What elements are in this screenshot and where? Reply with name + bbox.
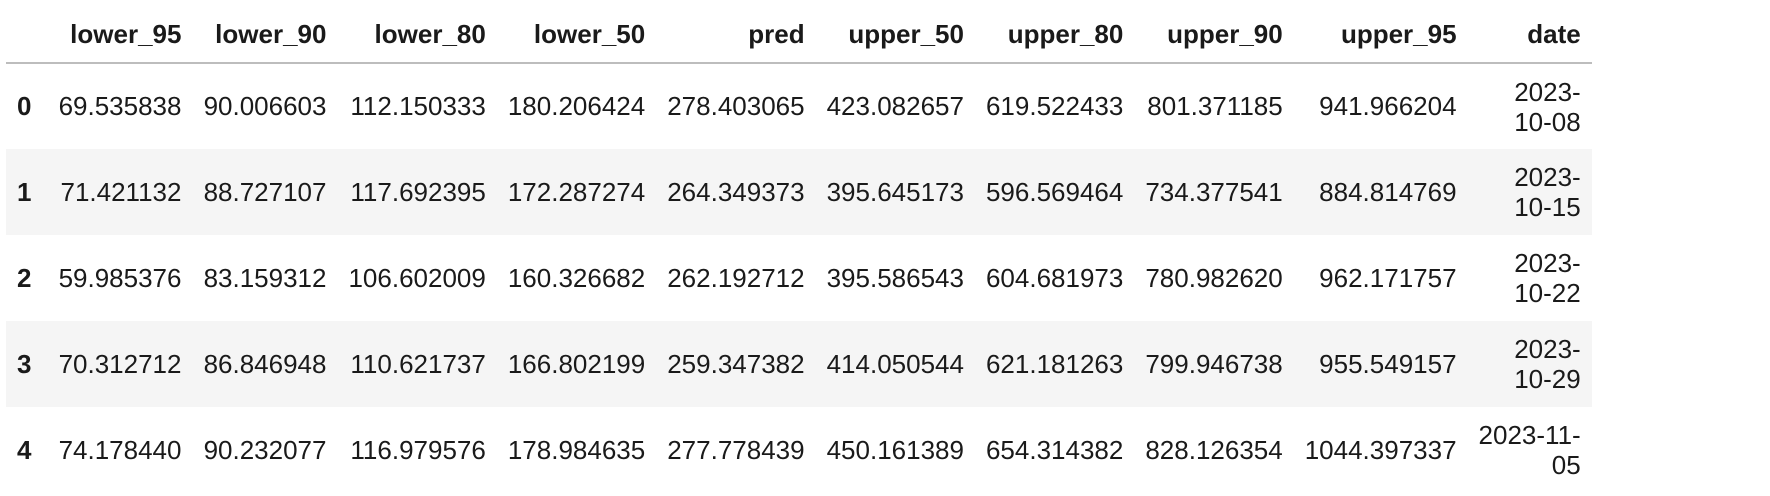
table-row: 0 69.535838 90.006603 112.150333 180.206… [6, 63, 1592, 149]
date-line-1: 2023- [1514, 334, 1581, 364]
cell-upper-90: 801.371185 [1147, 91, 1283, 121]
cell-lower-95: 71.421132 [60, 176, 182, 207]
cell-upper-50: 414.050544 [826, 348, 964, 379]
cell-lower-50: 160.326682 [507, 262, 646, 293]
column-header-upper-95: upper_95 [1293, 6, 1468, 64]
cell-lower-90: 88.727107 [203, 176, 327, 207]
cell-lower-95: 70.312712 [58, 348, 182, 379]
column-header-lower-95: lower_95 [42, 6, 193, 64]
column-header-upper-80: upper_80 [974, 6, 1135, 64]
index-header [6, 6, 43, 64]
cell-upper-80: 596.569464 [985, 176, 1124, 207]
cell-lower-50: 178.984635 [507, 434, 646, 465]
cell-upper-90: 780.982620 [1145, 262, 1283, 293]
date-line-1: 2023- [1514, 76, 1581, 107]
cell-upper-50: 395.645173 [826, 176, 964, 207]
table-row: 2 59.985376 83.159312 106.602009 160.326… [6, 235, 1592, 321]
column-header-lower-80: lower_80 [337, 6, 497, 64]
date-line-2: 10-15 [1514, 192, 1581, 222]
cell-upper-80: 654.314382 [985, 434, 1124, 465]
cell-lower-90: 90.232077 [203, 434, 327, 465]
cell-lower-50: 180.206424 [507, 91, 646, 121]
cell-pred: 264.349373 [667, 176, 805, 207]
cell-upper-95: 941.966204 [1319, 91, 1457, 121]
column-header-lower-90: lower_90 [192, 6, 338, 64]
date-line-2: 05 [1551, 450, 1581, 480]
date-line-1: 2023-11- [1478, 420, 1581, 450]
cell-lower-90: 86.846948 [203, 348, 327, 379]
table-row: 3 70.312712 86.846948 110.621737 166.802… [6, 321, 1592, 407]
cell-date: 2023-11- 05 [1468, 407, 1592, 493]
cell-lower-80: 106.602009 [348, 262, 486, 293]
cell-lower-80: 110.621737 [350, 348, 486, 379]
cell-pred: 277.778439 [667, 434, 805, 465]
cell-lower-95: 74.178440 [58, 434, 182, 465]
date-line-1: 2023- [1514, 162, 1581, 192]
date-line-2: 10-08 [1514, 106, 1581, 137]
header-row: lower_95 lower_90 lower_80 lower_50 pred… [6, 6, 1592, 64]
cell-lower-90: 83.159312 [203, 262, 327, 293]
row-index: 3 [17, 348, 32, 379]
column-header-date: date [1467, 6, 1592, 64]
cell-date: 2023- 10-29 [1468, 321, 1592, 407]
cell-lower-80: 116.979576 [350, 434, 486, 465]
cell-pred: 278.403065 [667, 91, 805, 121]
date-line-2: 10-22 [1514, 278, 1581, 308]
cell-lower-50: 172.287274 [507, 176, 646, 207]
date-line-2: 10-29 [1514, 364, 1581, 394]
row-index: 0 [17, 91, 32, 121]
table-row: 4 74.178440 90.232077 116.979576 178.984… [6, 407, 1592, 493]
cell-upper-80: 604.681973 [985, 262, 1124, 293]
column-header-lower-50: lower_50 [496, 6, 657, 64]
table-body: 0 69.535838 90.006603 112.150333 180.206… [6, 63, 1592, 493]
cell-upper-95: 884.814769 [1319, 176, 1457, 207]
row-index: 4 [17, 434, 32, 465]
cell-upper-80: 619.522433 [985, 91, 1124, 121]
cell-pred: 259.347382 [667, 348, 805, 379]
cell-upper-95: 962.171757 [1319, 262, 1457, 293]
cell-upper-80: 621.181263 [985, 348, 1124, 379]
cell-lower-80: 112.150333 [350, 91, 486, 121]
cell-lower-95: 69.535838 [58, 91, 182, 121]
cell-pred: 262.192712 [667, 262, 805, 293]
table-header: lower_95 lower_90 lower_80 lower_50 pred… [6, 6, 1592, 64]
column-header-upper-90: upper_90 [1134, 6, 1294, 64]
cell-upper-50: 395.586543 [826, 262, 964, 293]
column-header-pred: pred [656, 6, 816, 64]
row-index: 2 [17, 262, 32, 293]
cell-upper-95: 1044.397337 [1304, 434, 1457, 465]
cell-upper-90: 799.946738 [1145, 348, 1283, 379]
cell-lower-90: 90.006603 [203, 91, 327, 121]
cell-upper-50: 450.161389 [826, 434, 964, 465]
dataframe-table: lower_95 lower_90 lower_80 lower_50 pred… [6, 6, 1592, 493]
cell-date: 2023- 10-22 [1468, 235, 1592, 321]
cell-upper-90: 734.377541 [1145, 176, 1283, 207]
cell-lower-50: 166.802199 [507, 348, 646, 379]
cell-lower-80: 117.692395 [350, 176, 486, 207]
cell-upper-95: 955.549157 [1319, 348, 1457, 379]
cell-upper-90: 828.126354 [1145, 434, 1283, 465]
cell-upper-50: 423.082657 [826, 91, 964, 121]
table-row: 1 71.421132 88.727107 117.692395 172.287… [6, 149, 1592, 235]
column-header-upper-50: upper_50 [815, 6, 975, 64]
row-index: 1 [17, 176, 32, 207]
date-line-1: 2023- [1514, 248, 1581, 278]
cell-date: 2023- 10-15 [1468, 149, 1592, 235]
cell-lower-95: 59.985376 [58, 262, 182, 293]
cell-date: 2023- 10-08 [1468, 63, 1592, 149]
